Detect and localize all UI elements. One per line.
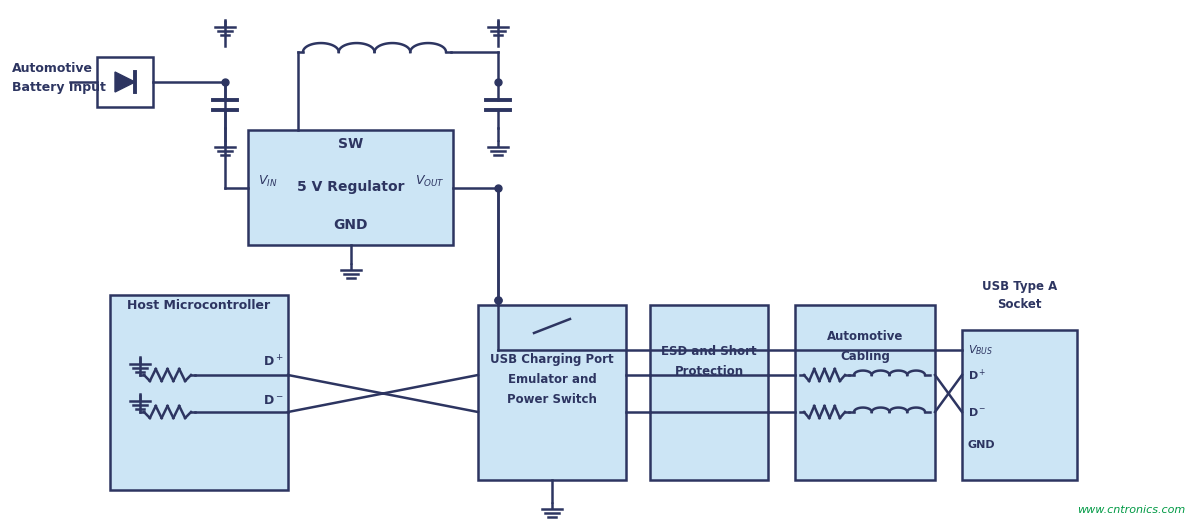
Text: GND: GND [333, 218, 367, 232]
Text: $V_{IN}$: $V_{IN}$ [259, 174, 278, 189]
FancyBboxPatch shape [248, 130, 452, 245]
Text: D$^+$: D$^+$ [968, 367, 986, 383]
FancyBboxPatch shape [650, 305, 768, 480]
FancyBboxPatch shape [795, 305, 935, 480]
Text: GND: GND [968, 440, 996, 450]
Bar [97, 57, 153, 107]
Text: Automotive: Automotive [827, 330, 904, 343]
FancyBboxPatch shape [110, 295, 288, 490]
FancyBboxPatch shape [962, 330, 1077, 480]
Text: USB Charging Port: USB Charging Port [491, 353, 614, 366]
Text: ESD and Short: ESD and Short [661, 345, 757, 358]
Text: D$^-$: D$^-$ [263, 394, 284, 407]
Text: D$^+$: D$^+$ [263, 355, 284, 370]
Text: USB Type A: USB Type A [982, 280, 1057, 293]
Text: $V_{OUT}$: $V_{OUT}$ [415, 174, 445, 189]
Text: Power Switch: Power Switch [508, 393, 597, 406]
FancyBboxPatch shape [478, 305, 626, 480]
Polygon shape [115, 72, 135, 92]
Text: $V_{BUS}$: $V_{BUS}$ [968, 343, 994, 357]
Text: www.cntronics.com: www.cntronics.com [1077, 505, 1185, 515]
Text: 5 V Regulator: 5 V Regulator [297, 181, 405, 194]
Text: Protection: Protection [674, 365, 743, 378]
Text: Host Microcontroller: Host Microcontroller [127, 299, 271, 312]
Text: Automotive
Battery Input: Automotive Battery Input [12, 62, 105, 93]
Text: Cabling: Cabling [840, 350, 889, 363]
Text: D$^-$: D$^-$ [968, 406, 986, 418]
Text: Socket: Socket [997, 298, 1041, 311]
Text: SW: SW [338, 137, 363, 151]
Text: Emulator and: Emulator and [508, 373, 596, 386]
